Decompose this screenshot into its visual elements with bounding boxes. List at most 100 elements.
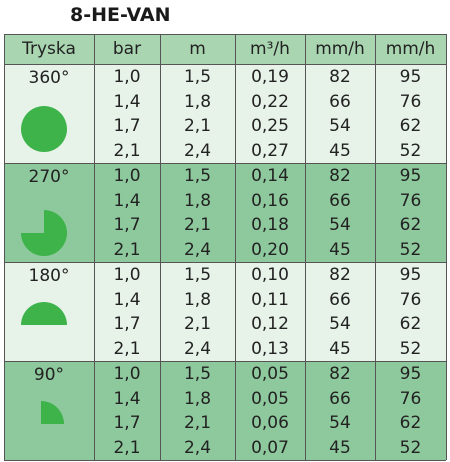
value-cell: 54 <box>329 413 351 433</box>
group-bg <box>4 64 446 163</box>
value-cell: 82 <box>329 364 351 384</box>
value-cell: 66 <box>329 289 351 310</box>
value-cell: 1,0 <box>113 265 141 285</box>
value-cell: 2,4 <box>183 437 212 458</box>
icon-270 <box>21 210 67 256</box>
value-cell: 1,7 <box>113 215 141 235</box>
value-cell: 1,8 <box>183 190 212 211</box>
value-cell: 66 <box>329 388 351 409</box>
nozzle-label: 90° <box>33 365 65 385</box>
value-cell: 1,7 <box>113 116 141 136</box>
value-cell: 1,4 <box>113 190 141 211</box>
header-bg <box>4 34 446 64</box>
value-cell: 2,4 <box>183 239 212 260</box>
value-cell: 1,5 <box>183 67 212 87</box>
column-border <box>235 34 236 460</box>
nozzle-label: 360° <box>28 68 70 88</box>
value-cell: 2,1 <box>183 215 212 235</box>
group-border <box>4 262 446 263</box>
value-cell: 1,5 <box>183 364 212 384</box>
value-cell: 1,4 <box>113 91 141 112</box>
value-cell: 0,18 <box>251 215 289 235</box>
group-bg <box>4 262 446 361</box>
value-cell: 2,1 <box>183 116 212 136</box>
nozzle-label: 180° <box>28 266 70 286</box>
value-cell: 0,05 <box>251 364 289 384</box>
value-cell: 66 <box>329 190 351 211</box>
value-cell: 0,25 <box>251 116 289 136</box>
value-cell: 1,0 <box>113 166 141 186</box>
value-cell: 52 <box>399 437 422 458</box>
value-cell: 2,1 <box>113 338 141 359</box>
value-cell: 62 <box>399 215 422 235</box>
column-border <box>94 34 95 460</box>
value-cell: 76 <box>399 91 422 112</box>
value-cell: 0,20 <box>251 239 289 260</box>
value-cell: 2,4 <box>183 338 212 359</box>
value-cell: 1,7 <box>113 314 141 334</box>
value-cell: 45 <box>329 140 351 161</box>
header-cell: mm/h <box>385 39 436 59</box>
value-cell: 0,27 <box>251 140 289 161</box>
icon-360 <box>21 106 67 152</box>
value-cell: 95 <box>399 364 422 384</box>
value-cell: 82 <box>329 166 351 186</box>
value-cell: 0,22 <box>251 91 289 112</box>
column-border <box>160 34 161 460</box>
value-cell: 0,16 <box>251 190 289 211</box>
value-cell: 0,13 <box>251 338 289 359</box>
header-cell: m <box>189 39 206 59</box>
column-border <box>446 34 447 460</box>
icon-90 <box>41 401 64 424</box>
value-cell: 45 <box>329 437 351 458</box>
nozzle-label: 270° <box>28 167 70 187</box>
value-cell: 0,14 <box>251 166 289 186</box>
value-cell: 52 <box>399 338 422 359</box>
value-cell: 1,0 <box>113 67 141 87</box>
value-cell: 95 <box>399 265 422 285</box>
header-cell: m³/h <box>250 39 290 59</box>
value-cell: 54 <box>329 215 351 235</box>
value-cell: 1,4 <box>113 388 141 409</box>
value-cell: 1,8 <box>183 388 212 409</box>
group-border <box>4 361 446 362</box>
value-cell: 76 <box>399 190 422 211</box>
header-cell: mm/h <box>315 39 365 59</box>
column-border <box>4 34 5 460</box>
value-cell: 45 <box>329 338 351 359</box>
value-cell: 52 <box>399 140 422 161</box>
value-cell: 95 <box>399 166 422 186</box>
value-cell: 2,1 <box>113 239 141 260</box>
value-cell: 0,11 <box>251 289 289 310</box>
value-cell: 54 <box>329 314 351 334</box>
title: 8-HE-VAN <box>70 4 171 26</box>
value-cell: 82 <box>329 265 351 285</box>
group-bg <box>4 361 446 460</box>
value-cell: 1,8 <box>183 91 212 112</box>
value-cell: 45 <box>329 239 351 260</box>
value-cell: 66 <box>329 91 351 112</box>
value-cell: 0,12 <box>251 314 289 334</box>
table-border <box>4 460 446 461</box>
value-cell: 62 <box>399 413 422 433</box>
value-cell: 0,05 <box>251 388 289 409</box>
group-border <box>4 64 446 65</box>
value-cell: 62 <box>399 314 422 334</box>
value-cell: 2,1 <box>113 140 141 161</box>
value-cell: 76 <box>399 388 422 409</box>
value-cell: 95 <box>399 67 422 87</box>
value-cell: 62 <box>399 116 422 136</box>
value-cell: 2,4 <box>183 140 212 161</box>
value-cell: 1,4 <box>113 289 141 310</box>
value-cell: 0,10 <box>251 265 289 285</box>
value-cell: 1,8 <box>183 289 212 310</box>
value-cell: 82 <box>329 67 351 87</box>
value-cell: 0,07 <box>251 437 289 458</box>
table-border <box>4 34 446 35</box>
column-border <box>305 34 306 460</box>
group-bg <box>4 163 446 262</box>
icon-180 <box>21 302 67 325</box>
value-cell: 1,0 <box>113 364 141 384</box>
value-cell: 52 <box>399 239 422 260</box>
